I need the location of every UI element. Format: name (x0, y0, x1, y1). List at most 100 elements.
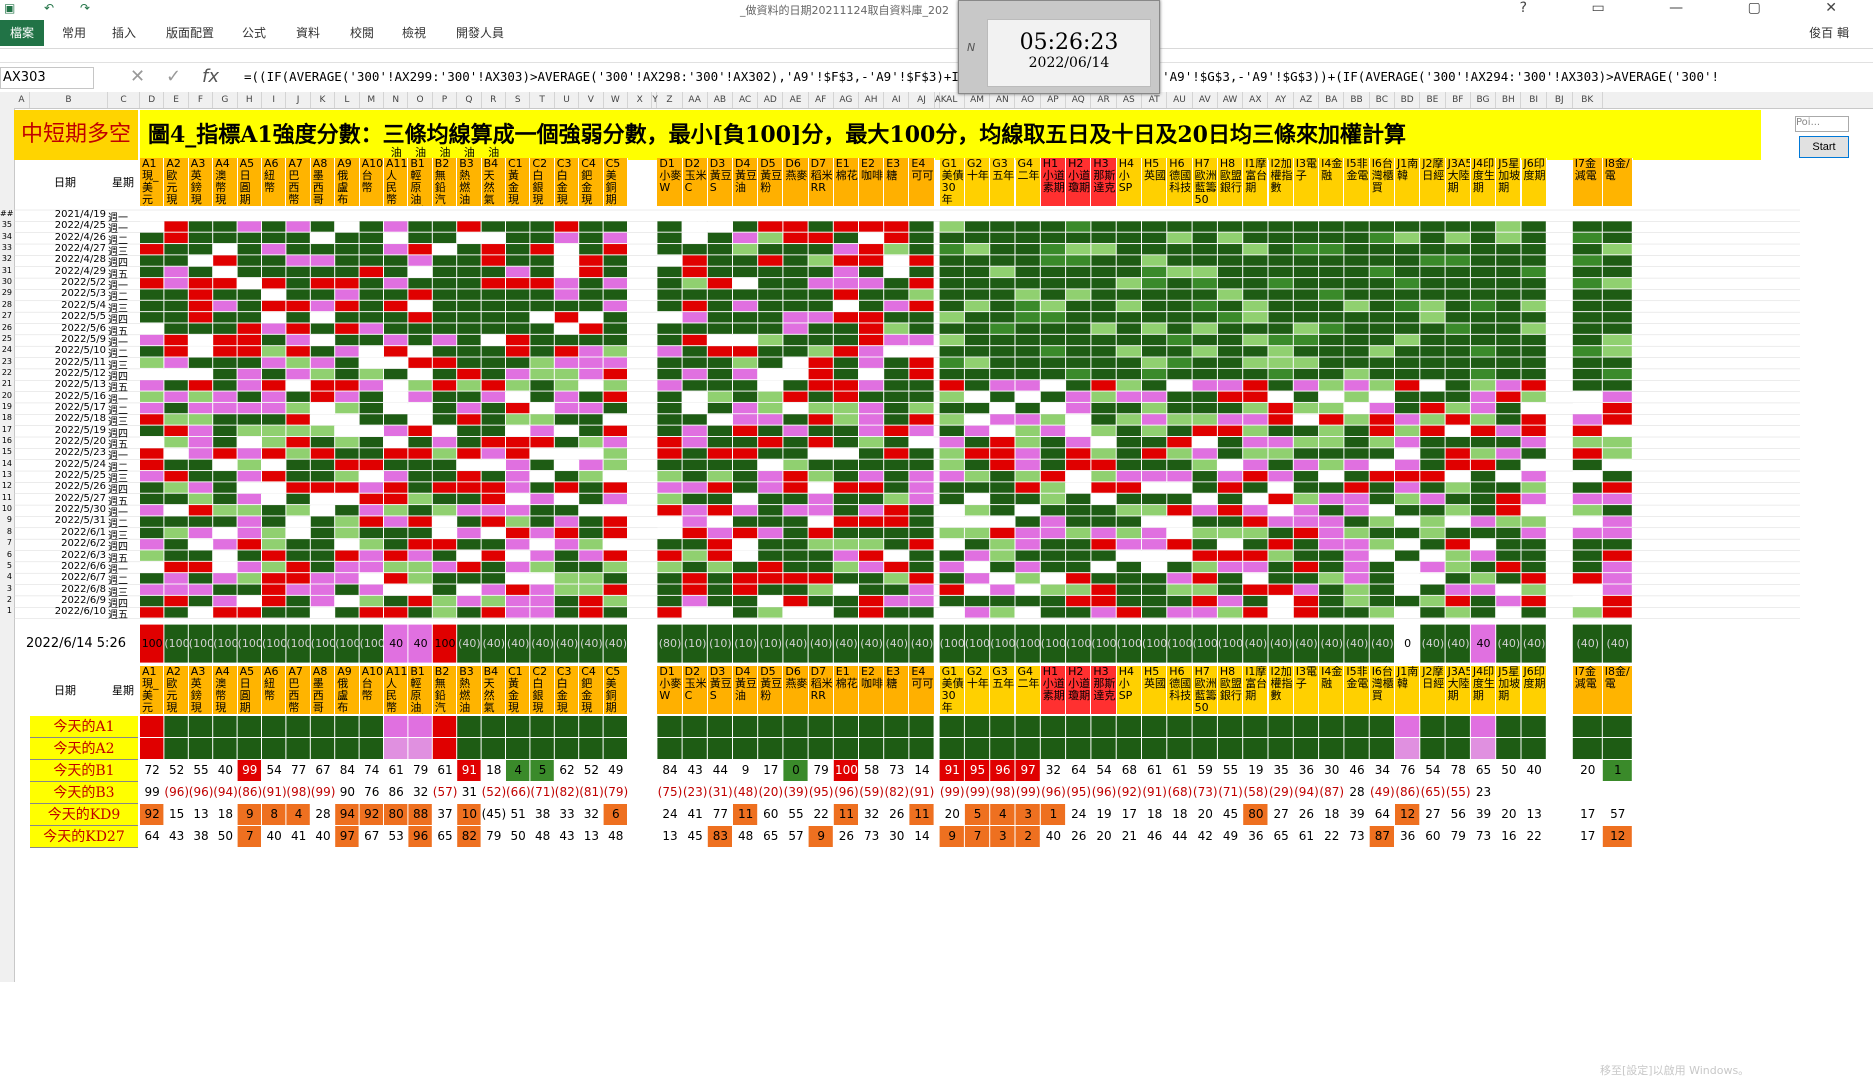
bottom-instrument-header[interactable]: G3五年 (990, 666, 1016, 714)
row-number[interactable]: 11 (1, 492, 12, 502)
tab-data[interactable]: 資料 (296, 26, 321, 40)
top-instrument-header[interactable]: J6印度期 (1521, 158, 1547, 206)
top-instrument-header[interactable]: I5非金電 (1344, 158, 1370, 206)
tab-view[interactable]: 檢視 (402, 26, 427, 40)
tab-developer[interactable]: 開發人員 (456, 26, 505, 40)
column-letter[interactable]: D (140, 92, 165, 108)
column-letter[interactable]: BD (1395, 92, 1421, 108)
top-instrument-header[interactable]: G4二年 (1015, 158, 1041, 206)
column-letter[interactable]: BH (1496, 92, 1522, 108)
row-number[interactable]: 9 (6, 515, 12, 525)
row-number[interactable]: 34 (1, 231, 12, 241)
save-icon[interactable]: ▣ (4, 1, 16, 15)
column-letter[interactable]: AT (1142, 92, 1168, 108)
bottom-instrument-header[interactable]: B1輕原油(美) (408, 666, 433, 714)
bottom-instrument-header[interactable]: D3黃豆S (707, 666, 733, 714)
row-number[interactable]: 21 (1, 379, 12, 389)
bottom-instrument-header[interactable]: H2小道瓊期 (1066, 666, 1092, 714)
top-instrument-header[interactable]: I2加權指數 (1268, 158, 1294, 206)
bottom-instrument-header[interactable]: D1小麥W (657, 666, 683, 714)
row-number[interactable]: 2 (6, 594, 12, 604)
row-number[interactable]: 7 (6, 538, 12, 548)
top-instrument-header[interactable]: B4天然氣 (481, 158, 506, 206)
column-letter[interactable]: AU (1167, 92, 1193, 108)
column-letter[interactable]: T (530, 92, 555, 108)
column-letter[interactable]: L (335, 92, 360, 108)
bottom-instrument-header[interactable]: D2玉米C (682, 666, 708, 714)
top-instrument-header[interactable]: D6燕麥 (783, 158, 809, 206)
top-instrument-header[interactable]: A3英鎊現 (188, 158, 214, 206)
row-number[interactable]: 14 (1, 458, 12, 468)
top-instrument-header[interactable]: E1棉花 (833, 158, 859, 206)
top-instrument-header[interactable]: A4澳幣現 (213, 158, 238, 206)
column-letter[interactable]: Q (457, 92, 482, 108)
confirm-icon[interactable]: ✓ (166, 66, 182, 87)
column-letter[interactable]: AH (859, 92, 885, 108)
bottom-instrument-header[interactable]: G1美債30年 (939, 666, 965, 714)
column-letter[interactable]: AS (1117, 92, 1142, 108)
column-letter[interactable]: AX (1243, 92, 1269, 108)
column-letter[interactable]: Z (657, 92, 683, 108)
column-letter[interactable]: AP (1041, 92, 1067, 108)
column-letter[interactable]: V (579, 92, 604, 108)
column-letter[interactable]: R (482, 92, 506, 108)
bottom-instrument-header[interactable]: A10台幣 (359, 666, 384, 714)
top-instrument-header[interactable]: B3熱燃油HO (457, 158, 482, 206)
top-instrument-header[interactable]: H2小道瓊期 (1066, 158, 1092, 206)
bottom-instrument-header[interactable]: A4澳幣現 (213, 666, 238, 714)
bottom-instrument-header[interactable]: J5星加坡期 (1496, 666, 1522, 714)
column-letter[interactable]: AR (1091, 92, 1117, 108)
start-button[interactable]: Start (1799, 136, 1849, 158)
row-number[interactable]: 1 (6, 606, 12, 616)
top-instrument-header[interactable]: D5黃豆粉 (758, 158, 784, 206)
bottom-instrument-header[interactable]: B3熱燃油HO (457, 666, 482, 714)
column-letter[interactable]: BF (1446, 92, 1471, 108)
bottom-instrument-header[interactable]: C5美銅期貨 (603, 666, 628, 714)
row-number[interactable]: 12 (1, 481, 12, 491)
top-instrument-header[interactable]: I3電子 (1293, 158, 1320, 206)
column-letter[interactable]: AB (708, 92, 733, 108)
bottom-instrument-header[interactable]: E1棉花 (833, 666, 859, 714)
bottom-instrument-header[interactable]: I4金融 (1319, 666, 1345, 714)
bottom-instrument-header[interactable]: B2無鉛汽油RB (432, 666, 458, 714)
top-instrument-header[interactable]: A7巴西幣 (286, 158, 311, 206)
tab-home[interactable]: 常用 (62, 26, 87, 40)
column-letter[interactable]: AG (834, 92, 859, 108)
column-letter[interactable]: AV (1193, 92, 1218, 108)
top-instrument-header[interactable]: B2無鉛汽油RB (432, 158, 458, 206)
bottom-instrument-header[interactable]: A9俄盧布 (335, 666, 360, 714)
column-letter[interactable]: BC (1370, 92, 1395, 108)
column-letter[interactable]: AE (783, 92, 809, 108)
top-instrument-header[interactable]: I1摩富台期 (1243, 158, 1269, 206)
bottom-instrument-header[interactable]: J4印度生期 (1470, 666, 1497, 714)
top-instrument-header[interactable]: H6德國科技 (1167, 158, 1193, 206)
row-number[interactable]: 27 (1, 311, 12, 321)
bottom-instrument-header[interactable]: A2歐元現 (164, 666, 189, 714)
top-instrument-header[interactable]: H5英國 (1142, 158, 1168, 206)
row-number[interactable]: 22 (1, 367, 12, 377)
bottom-instrument-header[interactable]: B4天然氣 (481, 666, 506, 714)
top-instrument-header[interactable]: J2摩日經 (1420, 158, 1446, 206)
column-letter[interactable]: C (108, 92, 140, 108)
bottom-instrument-header[interactable]: H8歐盟銀行 (1217, 666, 1244, 714)
bottom-instrument-header[interactable]: C4鈀金現貨XPD (579, 666, 604, 714)
top-instrument-header[interactable]: A5日圓期 (237, 158, 262, 206)
bottom-instrument-header[interactable]: H7歐洲藍籌50 (1192, 666, 1218, 714)
bottom-instrument-header[interactable]: A8墨西哥幣 (310, 666, 336, 714)
column-letter[interactable]: AJ (909, 92, 935, 108)
bottom-instrument-header[interactable]: I5非金電 (1344, 666, 1370, 714)
column-letter[interactable]: BA (1319, 92, 1345, 108)
tab-page-layout[interactable]: 版面配置 (166, 26, 215, 40)
row-number[interactable]: 18 (1, 413, 12, 423)
column-letter[interactable]: H (238, 92, 262, 108)
column-letter[interactable]: N (384, 92, 409, 108)
top-instrument-header[interactable]: C3白金現貨XPT (554, 158, 580, 206)
top-instrument-header[interactable]: A1現_美元指 (140, 158, 165, 206)
row-number[interactable]: 5 (6, 560, 12, 570)
top-instrument-header[interactable]: J3A50大陸期 (1445, 158, 1471, 206)
row-number[interactable]: 24 (1, 345, 12, 355)
row-number[interactable]: 16 (1, 436, 12, 445)
row-number[interactable]: 33 (1, 243, 12, 253)
row-number[interactable]: 35 (1, 220, 12, 230)
column-letter[interactable]: AC (733, 92, 759, 108)
